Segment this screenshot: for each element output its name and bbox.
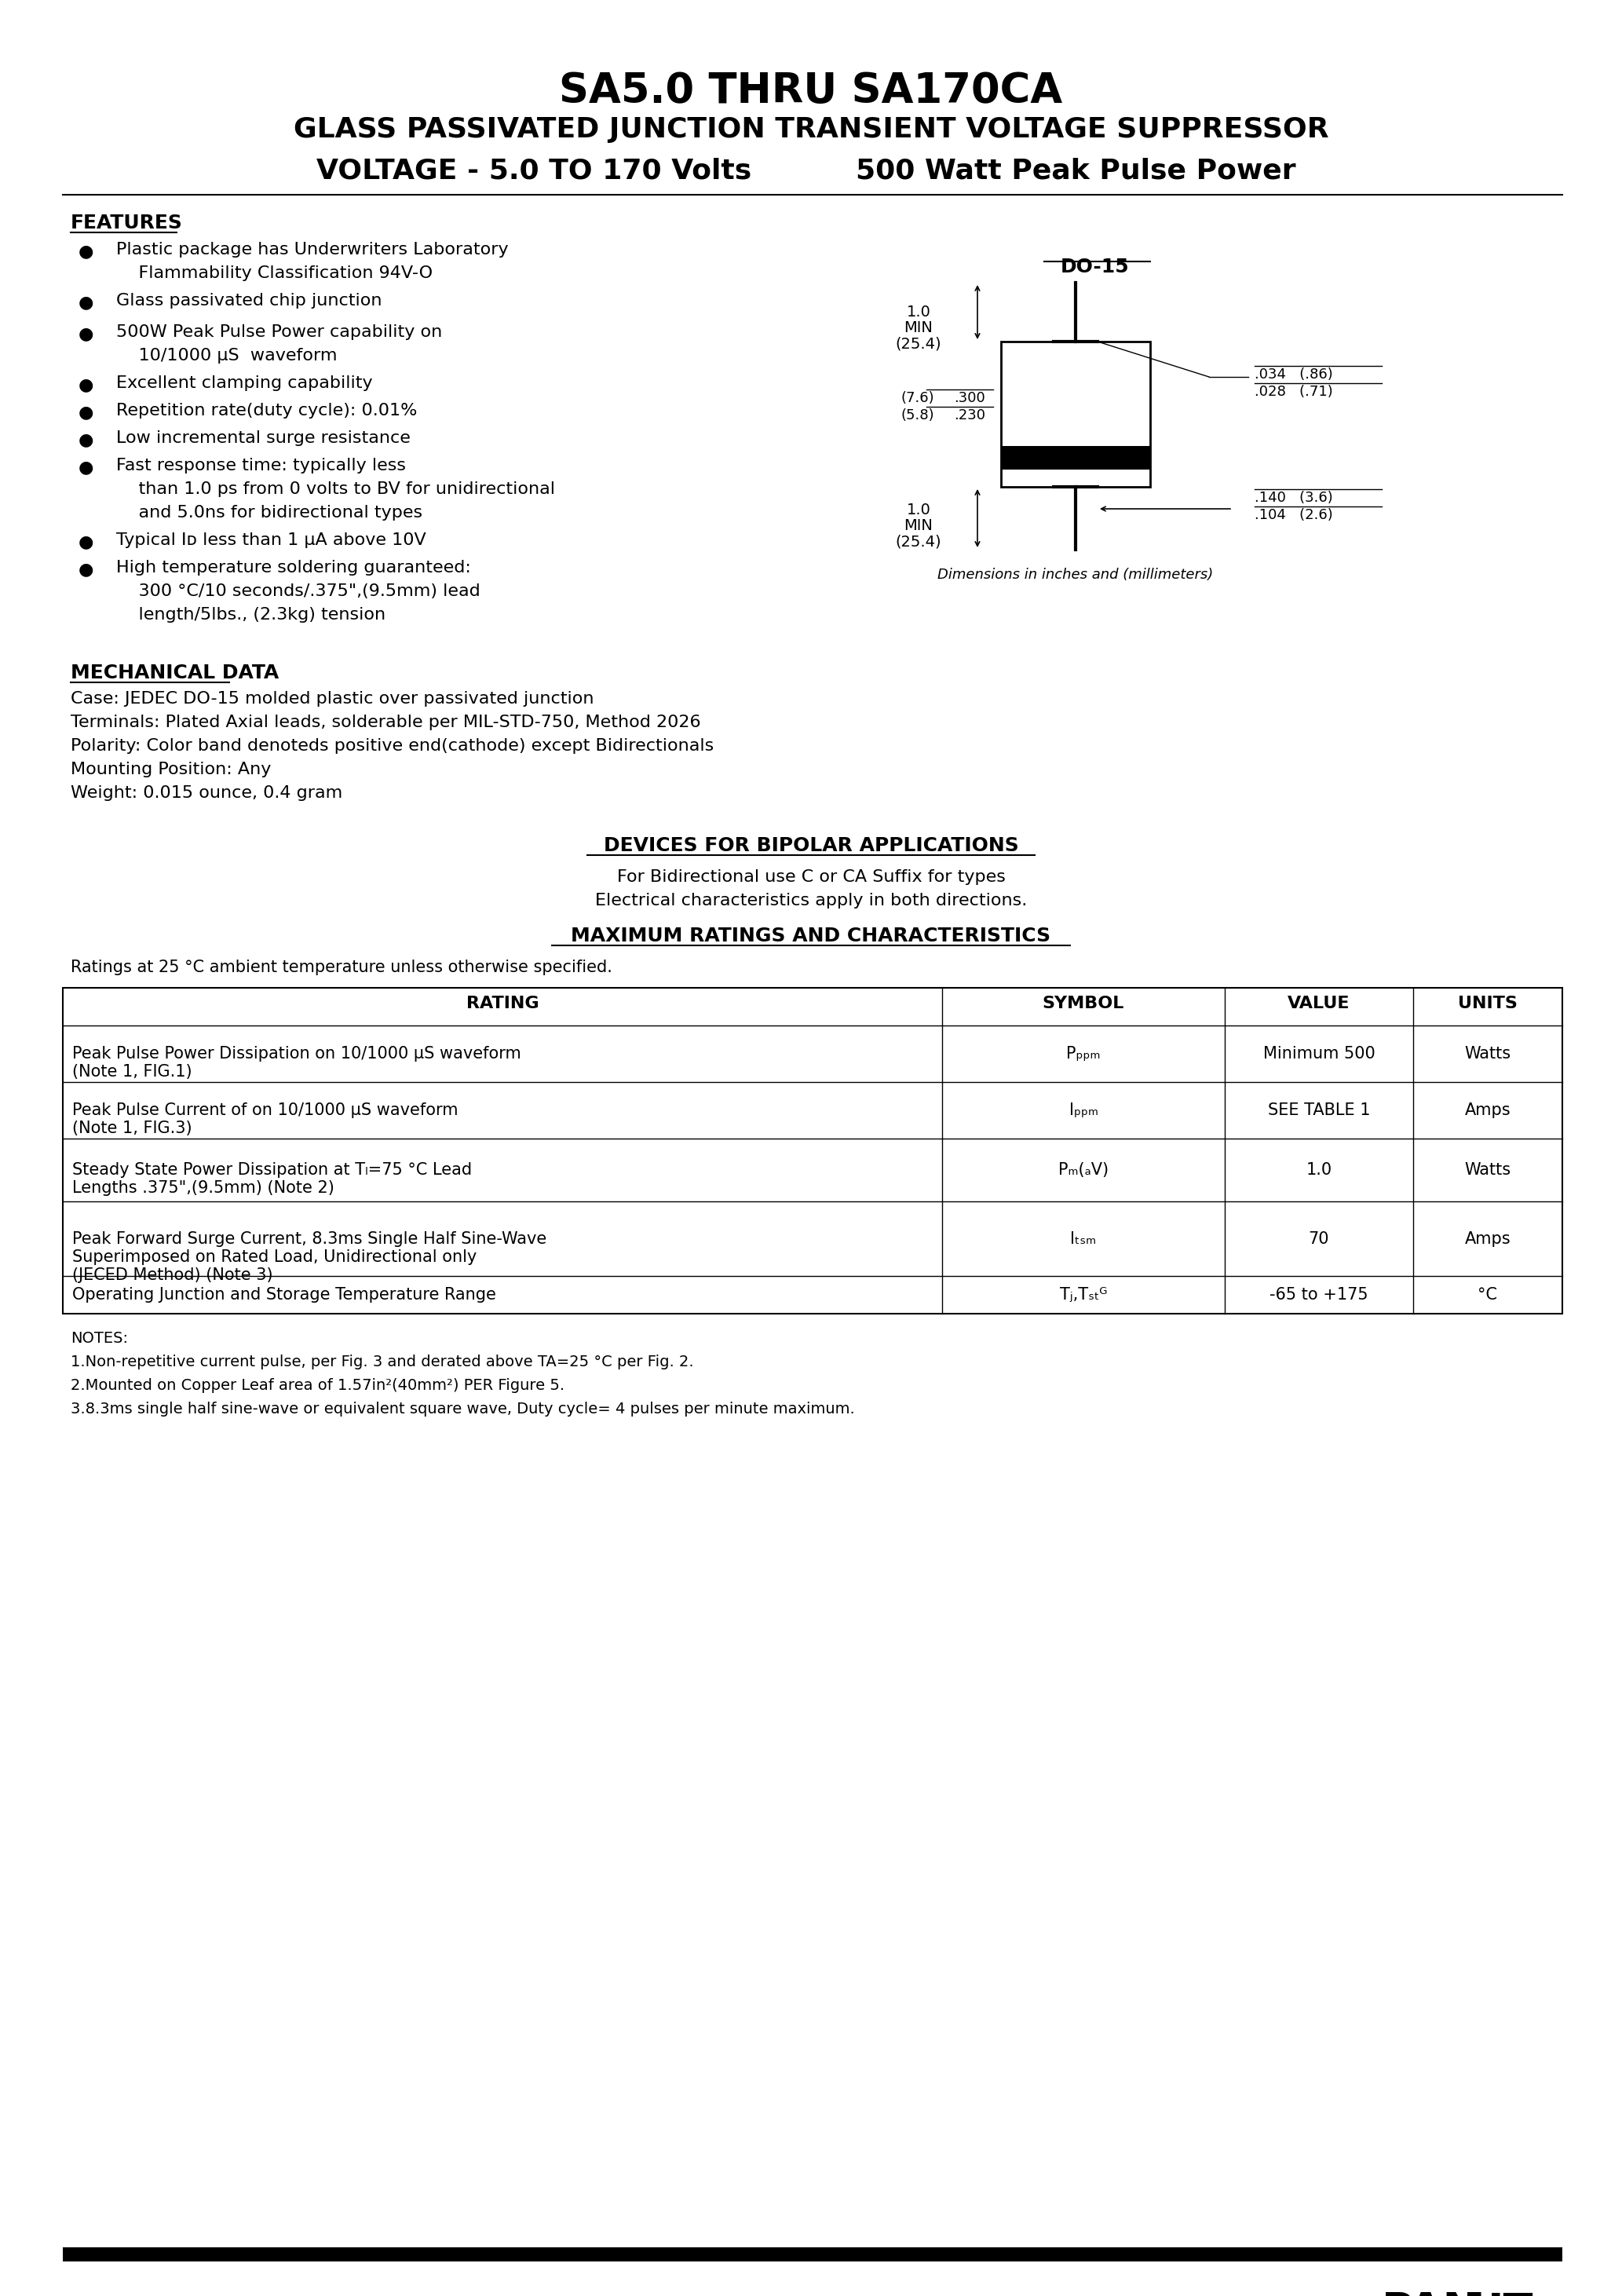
Text: .300: .300	[954, 390, 985, 404]
Text: Iₜₛₘ: Iₜₛₘ	[1071, 1231, 1096, 1247]
Text: NOTES:: NOTES:	[71, 1332, 128, 1345]
Text: ●: ●	[78, 377, 94, 393]
Text: Peak Forward Surge Current, 8.3ms Single Half Sine-Wave
Superimposed on Rated Lo: Peak Forward Surge Current, 8.3ms Single…	[73, 1231, 547, 1283]
Text: Case: JEDEC DO-15 molded plastic over passivated junction: Case: JEDEC DO-15 molded plastic over pa…	[71, 691, 594, 707]
Text: than 1.0 ps from 0 volts to BV for unidirectional: than 1.0 ps from 0 volts to BV for unidi…	[117, 482, 555, 496]
Text: .140   (3.6): .140 (3.6)	[1254, 491, 1333, 505]
Text: 500W Peak Pulse Power capability on: 500W Peak Pulse Power capability on	[117, 324, 443, 340]
Text: (7.6): (7.6)	[900, 390, 934, 404]
Text: ●: ●	[78, 294, 94, 310]
Text: UNITS: UNITS	[1458, 996, 1518, 1010]
Text: ●: ●	[78, 535, 94, 549]
Text: 70: 70	[1309, 1231, 1330, 1247]
Text: (25.4): (25.4)	[895, 335, 941, 351]
Text: Tⱼ,Tₛₜᴳ: Tⱼ,Tₛₜᴳ	[1059, 1288, 1108, 1302]
Text: ●: ●	[78, 432, 94, 448]
Text: Amps: Amps	[1465, 1231, 1510, 1247]
Text: (5.8): (5.8)	[900, 409, 934, 422]
Text: Plastic package has Underwriters Laboratory: Plastic package has Underwriters Laborat…	[117, 241, 508, 257]
Text: ●: ●	[78, 459, 94, 475]
Text: RATING: RATING	[466, 996, 539, 1010]
Text: Polarity: Color band denoteds positive end(cathode) except Bidirectionals: Polarity: Color band denoteds positive e…	[71, 737, 714, 753]
Text: Terminals: Plated Axial leads, solderable per MIL-STD-750, Method 2026: Terminals: Plated Axial leads, solderabl…	[71, 714, 701, 730]
Text: Watts: Watts	[1465, 1047, 1512, 1061]
Text: Electrical characteristics apply in both directions.: Electrical characteristics apply in both…	[595, 893, 1027, 909]
Text: -65 to +175: -65 to +175	[1270, 1288, 1369, 1302]
Text: 10/1000 µS  waveform: 10/1000 µS waveform	[117, 349, 337, 363]
Text: Repetition rate(duty cycle): 0.01%: Repetition rate(duty cycle): 0.01%	[117, 402, 417, 418]
Bar	[63, 2248, 1562, 2262]
Text: Glass passivated chip junction: Glass passivated chip junction	[117, 294, 381, 308]
Text: 300 °C/10 seconds/.375",(9.5mm) lead: 300 °C/10 seconds/.375",(9.5mm) lead	[117, 583, 480, 599]
Text: IT: IT	[1487, 2291, 1533, 2296]
Text: ●: ●	[78, 326, 94, 342]
Text: Pₚₚₘ: Pₚₚₘ	[1066, 1047, 1100, 1061]
Text: Iₚₚₘ: Iₚₚₘ	[1069, 1102, 1098, 1118]
Bar	[1001, 342, 1150, 487]
Text: Excellent clamping capability: Excellent clamping capability	[117, 374, 373, 390]
Text: 1.Non-repetitive current pulse, per Fig. 3 and derated above TA=25 °C per Fig. 2: 1.Non-repetitive current pulse, per Fig.…	[71, 1355, 694, 1368]
Text: High temperature soldering guaranteed:: High temperature soldering guaranteed:	[117, 560, 470, 576]
Text: 1.0: 1.0	[907, 503, 931, 517]
Text: 3.8.3ms single half sine-wave or equivalent square wave, Duty cycle= 4 pulses pe: 3.8.3ms single half sine-wave or equival…	[71, 1401, 855, 1417]
Text: 1.0: 1.0	[907, 305, 931, 319]
Text: Amps: Amps	[1465, 1102, 1510, 1118]
Text: 2.Mounted on Copper Leaf area of 1.57in²(40mm²) PER Figure 5.: 2.Mounted on Copper Leaf area of 1.57in²…	[71, 1378, 564, 1394]
Text: MIN: MIN	[903, 519, 933, 533]
Text: PAN: PAN	[1382, 2291, 1479, 2296]
Bar	[63, 987, 1562, 1313]
Text: MIN: MIN	[903, 321, 933, 335]
Text: Peak Pulse Current of on 10/1000 µS waveform
(Note 1, FIG.3): Peak Pulse Current of on 10/1000 µS wave…	[73, 1102, 457, 1137]
Text: 500 Watt Peak Pulse Power: 500 Watt Peak Pulse Power	[855, 156, 1296, 184]
Text: .034   (.86): .034 (.86)	[1254, 367, 1333, 381]
Text: Ratings at 25 °C ambient temperature unless otherwise specified.: Ratings at 25 °C ambient temperature unl…	[71, 960, 611, 976]
Text: (25.4): (25.4)	[895, 535, 941, 549]
Text: Flammability Classification 94V-O: Flammability Classification 94V-O	[117, 266, 433, 280]
Text: Weight: 0.015 ounce, 0.4 gram: Weight: 0.015 ounce, 0.4 gram	[71, 785, 342, 801]
Text: SEE TABLE 1: SEE TABLE 1	[1268, 1102, 1371, 1118]
Text: MAXIMUM RATINGS AND CHARACTERISTICS: MAXIMUM RATINGS AND CHARACTERISTICS	[571, 928, 1051, 946]
Text: ●: ●	[78, 563, 94, 576]
Text: MECHANICAL DATA: MECHANICAL DATA	[71, 664, 279, 682]
Text: .104   (2.6): .104 (2.6)	[1254, 507, 1333, 521]
Text: Fast response time: typically less: Fast response time: typically less	[117, 457, 406, 473]
Text: ●: ●	[78, 243, 94, 259]
Text: Steady State Power Dissipation at Tₗ=75 °C Lead
Lengths .375",(9.5mm) (Note 2): Steady State Power Dissipation at Tₗ=75 …	[73, 1162, 472, 1196]
Text: DEVICES FOR BIPOLAR APPLICATIONS: DEVICES FOR BIPOLAR APPLICATIONS	[603, 836, 1019, 854]
Text: Typical Iᴅ less than 1 µA above 10V: Typical Iᴅ less than 1 µA above 10V	[117, 533, 427, 549]
Text: Minimum 500: Minimum 500	[1264, 1047, 1375, 1061]
Text: .028   (.71): .028 (.71)	[1254, 386, 1333, 400]
Bar	[1001, 445, 1150, 471]
Text: Mounting Position: Any: Mounting Position: Any	[71, 762, 271, 778]
Text: length/5lbs., (2.3kg) tension: length/5lbs., (2.3kg) tension	[117, 606, 386, 622]
Text: VALUE: VALUE	[1288, 996, 1350, 1010]
Text: .230: .230	[954, 409, 985, 422]
Text: and 5.0ns for bidirectional types: and 5.0ns for bidirectional types	[117, 505, 422, 521]
Text: Operating Junction and Storage Temperature Range: Operating Junction and Storage Temperatu…	[73, 1288, 496, 1302]
Text: For Bidirectional use C or CA Suffix for types: For Bidirectional use C or CA Suffix for…	[616, 870, 1006, 884]
Text: °C: °C	[1478, 1288, 1497, 1302]
Text: SYMBOL: SYMBOL	[1043, 996, 1124, 1010]
Text: Peak Pulse Power Dissipation on 10/1000 µS waveform
(Note 1, FIG.1): Peak Pulse Power Dissipation on 10/1000 …	[73, 1047, 521, 1079]
Text: ●: ●	[78, 404, 94, 420]
Text: Pₘ(ₐV): Pₘ(ₐV)	[1058, 1162, 1108, 1178]
Text: VOLTAGE - 5.0 TO 170 Volts: VOLTAGE - 5.0 TO 170 Volts	[316, 156, 751, 184]
Text: Watts: Watts	[1465, 1162, 1512, 1178]
Text: DO-15: DO-15	[1061, 257, 1129, 276]
Text: GLASS PASSIVATED JUNCTION TRANSIENT VOLTAGE SUPPRESSOR: GLASS PASSIVATED JUNCTION TRANSIENT VOLT…	[294, 117, 1328, 142]
Text: J: J	[1468, 2291, 1484, 2296]
Text: Low incremental surge resistance: Low incremental surge resistance	[117, 429, 410, 445]
Text: Dimensions in inches and (millimeters): Dimensions in inches and (millimeters)	[938, 567, 1213, 581]
Text: SA5.0 THRU SA170CA: SA5.0 THRU SA170CA	[560, 71, 1062, 113]
Text: 1.0: 1.0	[1306, 1162, 1332, 1178]
Text: FEATURES: FEATURES	[71, 214, 183, 232]
